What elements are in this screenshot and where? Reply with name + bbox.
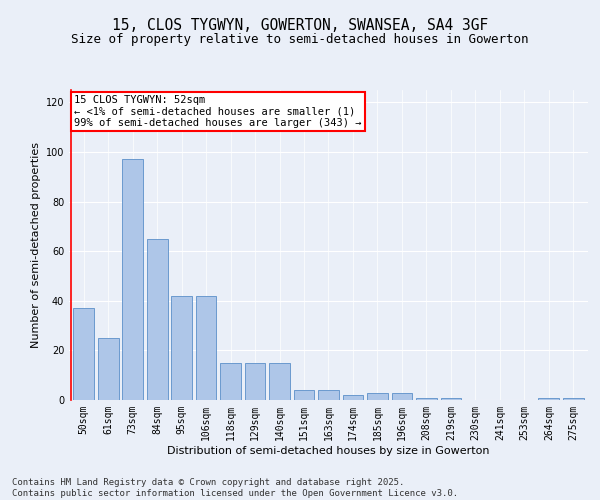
Bar [538,398,559,400]
Bar [171,296,192,400]
Bar [293,390,314,400]
Bar [122,160,143,400]
Bar [269,363,290,400]
Y-axis label: Number of semi-detached properties: Number of semi-detached properties [31,142,41,348]
Bar [440,398,461,400]
Text: 15 CLOS TYGWYN: 52sqm
← <1% of semi-detached houses are smaller (1)
99% of semi-: 15 CLOS TYGWYN: 52sqm ← <1% of semi-deta… [74,94,362,128]
Bar [563,398,584,400]
Bar [245,363,265,400]
Bar [392,392,412,400]
Bar [73,308,94,400]
Bar [147,239,167,400]
Bar [220,363,241,400]
Bar [367,392,388,400]
Text: Contains HM Land Registry data © Crown copyright and database right 2025.
Contai: Contains HM Land Registry data © Crown c… [12,478,458,498]
Bar [98,338,119,400]
Bar [318,390,339,400]
Bar [416,398,437,400]
Bar [343,395,364,400]
Bar [196,296,217,400]
Text: Size of property relative to semi-detached houses in Gowerton: Size of property relative to semi-detach… [71,32,529,46]
Text: 15, CLOS TYGWYN, GOWERTON, SWANSEA, SA4 3GF: 15, CLOS TYGWYN, GOWERTON, SWANSEA, SA4 … [112,18,488,32]
X-axis label: Distribution of semi-detached houses by size in Gowerton: Distribution of semi-detached houses by … [167,446,490,456]
